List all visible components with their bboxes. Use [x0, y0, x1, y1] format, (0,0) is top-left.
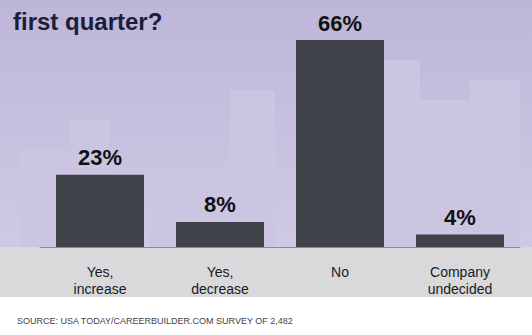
svg-text:66%: 66%: [318, 11, 362, 36]
svg-text:increase: increase: [74, 281, 127, 297]
svg-text:Yes,: Yes,: [87, 264, 114, 280]
svg-text:first quarter?: first quarter?: [13, 8, 162, 35]
svg-text:4%: 4%: [444, 205, 476, 230]
svg-text:SOURCE: USA TODAY/CAREERBUILDE: SOURCE: USA TODAY/CAREERBUILDER.COM SURV…: [17, 316, 293, 326]
svg-text:23%: 23%: [78, 145, 122, 170]
svg-text:No: No: [331, 264, 349, 280]
svg-text:undecided: undecided: [428, 281, 493, 297]
svg-text:8%: 8%: [204, 192, 236, 217]
svg-text:Company: Company: [430, 264, 490, 280]
svg-text:decrease: decrease: [191, 281, 249, 297]
svg-text:Yes,: Yes,: [207, 264, 234, 280]
